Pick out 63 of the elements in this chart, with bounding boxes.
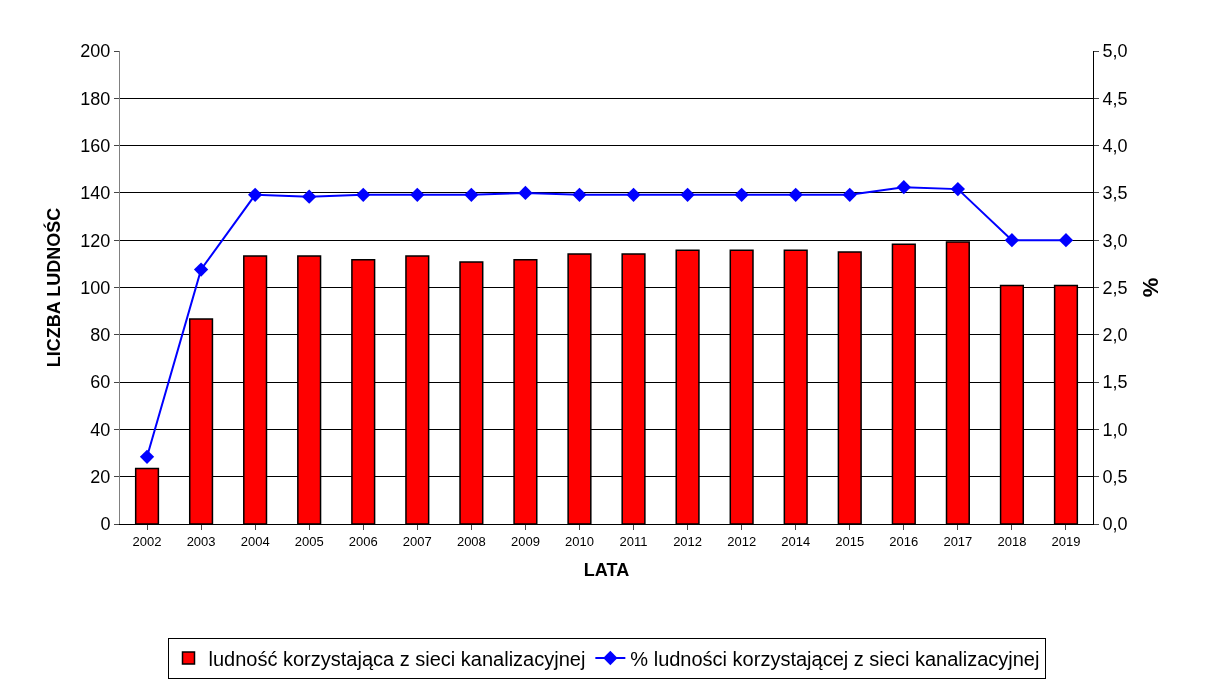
y2-tick-label: 1,0 [1102, 419, 1128, 440]
y-tick-label: 0 [100, 514, 111, 535]
x-tick-label: 2018 [997, 533, 1027, 549]
point [842, 187, 857, 202]
x-tick-label: 2017 [943, 533, 973, 549]
y2-tick-label: 1,5 [1102, 372, 1128, 393]
y-tick-label: 160 [80, 135, 111, 156]
point [572, 187, 587, 202]
y2-tick-label: 4,5 [1102, 88, 1128, 109]
y-tick-label: 20 [90, 467, 111, 487]
point [410, 187, 425, 202]
point [626, 187, 641, 202]
x-tick-label: 2010 [565, 533, 594, 549]
y2-tick-label: 2,5 [1102, 277, 1128, 298]
y2-tick-label: 3,5 [1102, 183, 1128, 204]
point [356, 187, 371, 202]
y2-tick-label: 5,0 [1102, 41, 1128, 62]
legend-label: ludność korzystająca z sieci kanalizacyjnej [208, 647, 586, 670]
x-tick-label: 2016 [889, 533, 919, 549]
y-tick-label: 180 [80, 88, 111, 109]
point [247, 187, 263, 202]
x-tick-label: 2002 [132, 533, 162, 549]
x-tick-label: 2008 [456, 533, 486, 549]
point [734, 187, 749, 202]
x-tick-label: 2014 [781, 533, 811, 549]
x-tick-label: 2005 [294, 533, 324, 549]
point [680, 187, 695, 202]
x-tick-label: 2011 [619, 533, 648, 549]
x-tick-label: 2007 [402, 533, 432, 549]
y-tick-label: 80 [90, 325, 111, 346]
x-tick-label: 2012 [727, 533, 757, 549]
y2-axis-title: % [1137, 277, 1163, 298]
point [139, 449, 155, 464]
y-tick-label: 60 [90, 372, 111, 393]
y2-tick-label: 3,0 [1102, 230, 1128, 251]
x-tick-label: 2006 [348, 533, 378, 549]
point [302, 189, 317, 204]
x-tick-label: 2003 [186, 533, 216, 549]
point [518, 185, 533, 201]
x-tick-label: 2015 [835, 533, 865, 549]
x-axis-title: LATA [583, 559, 630, 580]
y-axis-title: LICZBA LUDNOŚC [42, 207, 64, 368]
y2-tick-label: 0,5 [1102, 467, 1128, 487]
legend-label: % ludności korzystającej z sieci kanalizacyjnej [630, 647, 1040, 670]
point [896, 180, 911, 195]
point [788, 187, 803, 202]
x-tick-label: 2019 [1051, 533, 1081, 549]
x-tick-label: 2004 [240, 533, 270, 549]
y-tick-label: 140 [80, 183, 111, 204]
point [464, 187, 479, 202]
point [193, 262, 209, 277]
y2-tick-label: 4,0 [1102, 135, 1128, 156]
y-tick-label: 120 [80, 230, 111, 251]
y-tick-label: 40 [90, 419, 111, 440]
point [950, 181, 966, 197]
x-tick-label: 2009 [510, 533, 540, 549]
point [1004, 233, 1020, 248]
y2-tick-label: 2,0 [1102, 325, 1128, 346]
y2-tick-label: 0,0 [1102, 514, 1128, 535]
y-tick-label: 200 [80, 41, 111, 62]
x-tick-label: 2012 [673, 533, 703, 549]
y-tick-label: 100 [80, 277, 111, 298]
point [1058, 233, 1074, 248]
